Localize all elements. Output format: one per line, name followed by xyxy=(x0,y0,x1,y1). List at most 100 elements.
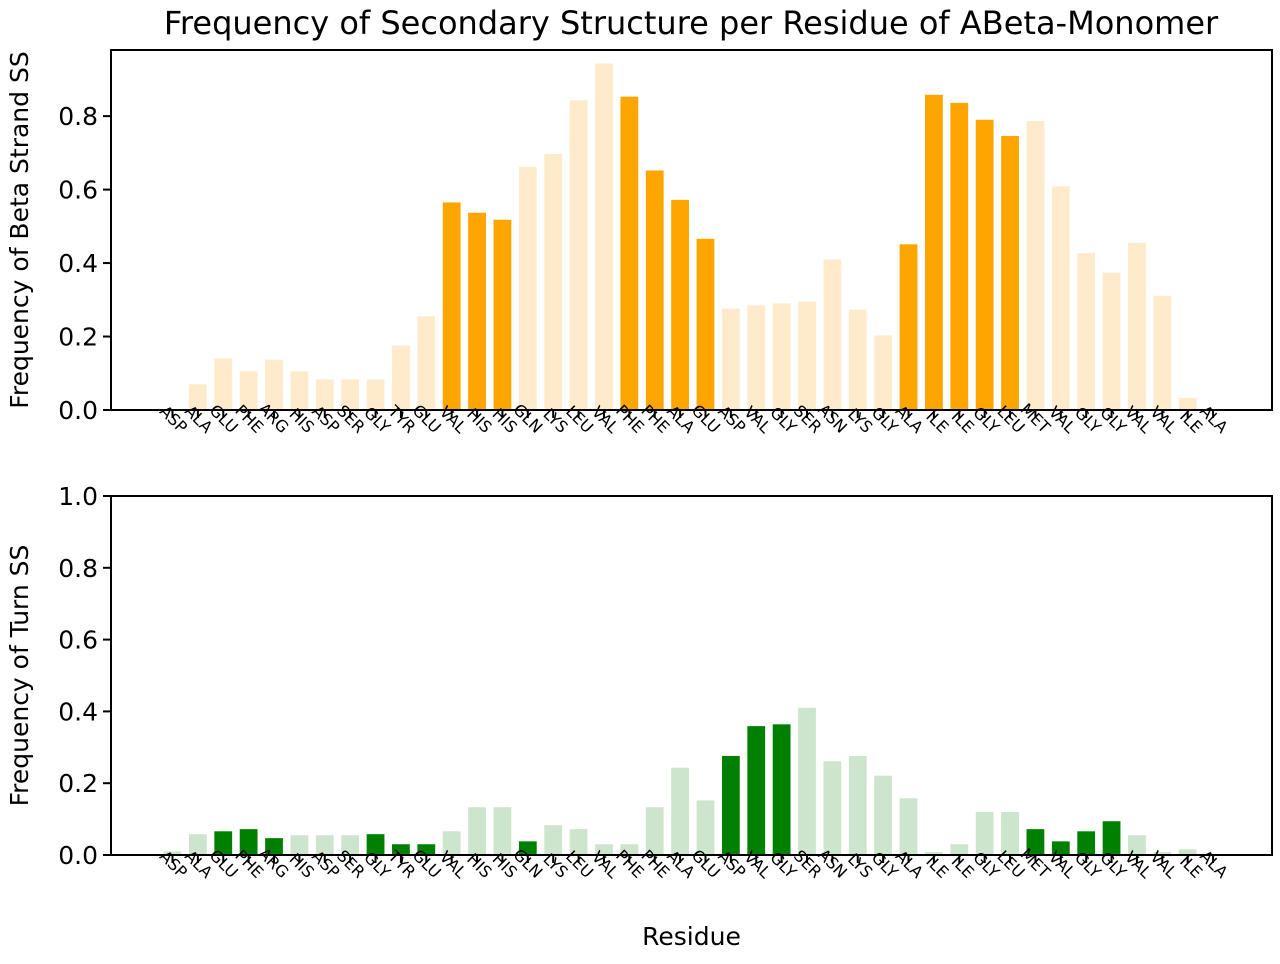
bar-val-24 xyxy=(747,726,766,855)
bar-leu-17 xyxy=(569,829,588,855)
bar-his-14 xyxy=(493,219,512,410)
bar-ile-32 xyxy=(950,102,969,411)
bar-phe-4 xyxy=(239,371,258,410)
bar-gly-37 xyxy=(1077,831,1096,855)
bar-phe-19 xyxy=(620,96,639,411)
bar-lys-16 xyxy=(544,153,563,410)
bar-val-39 xyxy=(1128,242,1146,410)
bar-tyr-10 xyxy=(392,844,410,855)
y-tick-label: 1.0 xyxy=(58,482,98,511)
turn-panel: 0.00.20.40.60.81.0ASPALAGLUPHEARGHISASPS… xyxy=(5,482,1273,951)
x-tick-label-ile: ILE xyxy=(922,407,952,437)
y-axis-label: Frequency of Turn SS xyxy=(5,545,34,807)
bar-asp-23 xyxy=(721,308,740,410)
bar-ser-8 xyxy=(341,379,360,410)
bar-lys-16 xyxy=(544,825,563,855)
bar-ala-30 xyxy=(899,798,918,855)
bar-gly-25 xyxy=(772,303,791,410)
y-tick-label: 0.2 xyxy=(58,769,98,798)
x-tick-label-gly: GLY xyxy=(969,403,1003,437)
x-tick-label-gly: GLY xyxy=(1071,403,1105,437)
bar-gly-33 xyxy=(975,811,994,855)
x-tick-label-ala: ALA xyxy=(1196,401,1232,437)
bar-phe-19 xyxy=(620,844,639,855)
x-tick-label-gly: GLY xyxy=(360,403,394,437)
bar-asp-7 xyxy=(315,379,334,410)
bar-his-13 xyxy=(468,212,486,410)
bar-gly-33 xyxy=(975,119,994,411)
bar-val-24 xyxy=(747,305,766,410)
bar-gly-9 xyxy=(366,834,385,855)
bar-leu-17 xyxy=(569,100,588,410)
bar-gly-37 xyxy=(1077,253,1096,410)
bar-ala-2 xyxy=(188,834,207,855)
bar-phe-20 xyxy=(645,170,664,410)
x-tick-label-gly: GLY xyxy=(1096,403,1130,437)
bar-asp-1 xyxy=(163,851,182,855)
bar-glu-11 xyxy=(417,844,436,855)
bar-gly-25 xyxy=(772,724,791,855)
x-tick-label-gly: GLY xyxy=(1096,848,1130,882)
bar-lys-28 xyxy=(848,755,867,855)
x-tick-label-gly: GLY xyxy=(1071,848,1105,882)
x-tick-label-gly: GLY xyxy=(868,403,902,437)
x-tick-label-gly: GLY xyxy=(360,848,394,882)
bar-ala-21 xyxy=(671,199,689,410)
bar-phe-20 xyxy=(645,807,664,855)
bar-arg-5 xyxy=(265,838,283,855)
x-tick-label-ile: ILE xyxy=(922,852,952,882)
bar-glu-3 xyxy=(214,831,233,855)
bar-phe-4 xyxy=(239,829,258,855)
y-tick-label: 0.0 xyxy=(58,396,98,425)
bar-leu-34 xyxy=(1001,811,1019,855)
y-tick-label: 0.6 xyxy=(58,176,98,205)
bar-ser-26 xyxy=(798,707,816,855)
bar-his-6 xyxy=(290,371,309,410)
bar-asp-7 xyxy=(315,835,334,855)
chart-title: Frequency of Secondary Structure per Res… xyxy=(164,4,1219,42)
bar-asp-23 xyxy=(721,755,740,855)
bar-asn-27 xyxy=(823,259,842,410)
y-tick-label: 0.2 xyxy=(58,323,98,352)
bar-val-40 xyxy=(1153,852,1172,855)
bar-ser-8 xyxy=(341,835,360,855)
bar-leu-34 xyxy=(1001,135,1019,410)
y-tick-label: 0.8 xyxy=(58,554,98,583)
bar-ile-31 xyxy=(925,852,943,855)
bar-val-12 xyxy=(442,831,461,855)
bar-gln-15 xyxy=(518,166,537,410)
bar-glu-11 xyxy=(417,316,436,410)
bar-val-36 xyxy=(1051,841,1070,855)
axes-frame xyxy=(110,495,1273,856)
x-tick-label-ala: ALA xyxy=(1196,846,1232,882)
bar-gly-29 xyxy=(874,335,893,410)
bar-glu-22 xyxy=(696,800,715,855)
bar-lys-28 xyxy=(848,309,867,410)
bar-met-35 xyxy=(1026,829,1045,855)
y-tick-label: 0.4 xyxy=(58,249,98,278)
bar-ile-31 xyxy=(925,94,943,410)
bar-his-6 xyxy=(290,835,309,855)
bar-ala-30 xyxy=(899,244,918,410)
y-axis-label: Frequency of Beta Strand SS xyxy=(5,51,34,408)
x-tick-label-gly: GLY xyxy=(868,848,902,882)
bar-glu-3 xyxy=(214,358,233,410)
bar-ser-26 xyxy=(798,301,816,410)
bar-gly-38 xyxy=(1102,272,1121,410)
x-tick-label-gly: GLY xyxy=(969,848,1003,882)
bar-tyr-10 xyxy=(392,345,410,410)
y-tick-label: 0.4 xyxy=(58,697,98,726)
bar-val-36 xyxy=(1051,186,1070,410)
bar-ile-41 xyxy=(1178,397,1197,410)
bar-met-35 xyxy=(1026,120,1045,411)
bar-arg-5 xyxy=(265,359,283,410)
bar-val-39 xyxy=(1128,835,1146,855)
bar-ala-21 xyxy=(671,767,689,855)
y-tick-label: 0.8 xyxy=(58,102,98,131)
bar-val-18 xyxy=(595,844,613,855)
bar-gln-15 xyxy=(518,841,537,855)
bar-val-12 xyxy=(442,202,461,410)
bar-glu-22 xyxy=(696,238,715,410)
x-axis-label: Residue xyxy=(642,922,741,951)
